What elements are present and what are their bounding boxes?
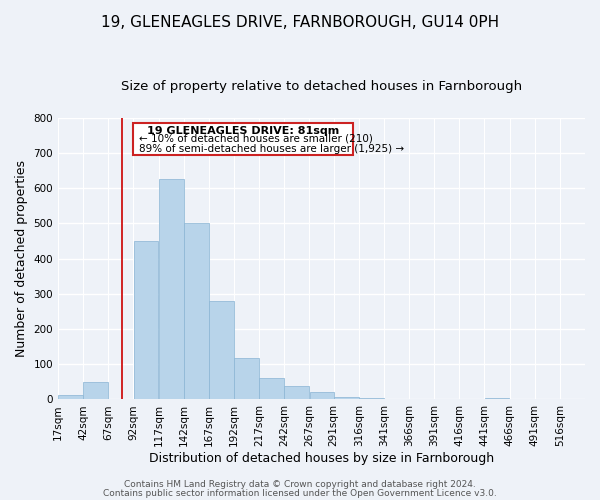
- Bar: [259, 378, 284, 400]
- Bar: [334, 396, 359, 400]
- Bar: [209, 301, 234, 400]
- Text: ← 10% of detached houses are smaller (210): ← 10% of detached houses are smaller (21…: [139, 134, 373, 143]
- Bar: [58, 395, 83, 400]
- Bar: [310, 392, 334, 400]
- Title: Size of property relative to detached houses in Farnborough: Size of property relative to detached ho…: [121, 80, 522, 93]
- Bar: [83, 382, 108, 400]
- Text: 19, GLENEAGLES DRIVE, FARNBOROUGH, GU14 0PH: 19, GLENEAGLES DRIVE, FARNBOROUGH, GU14 …: [101, 15, 499, 30]
- Bar: [284, 386, 310, 400]
- Y-axis label: Number of detached properties: Number of detached properties: [15, 160, 28, 357]
- Text: Contains HM Land Registry data © Crown copyright and database right 2024.: Contains HM Land Registry data © Crown c…: [124, 480, 476, 489]
- Bar: [234, 358, 259, 400]
- Bar: [485, 398, 509, 400]
- Bar: [159, 180, 184, 400]
- Text: 19 GLENEAGLES DRIVE: 81sqm: 19 GLENEAGLES DRIVE: 81sqm: [147, 126, 339, 136]
- X-axis label: Distribution of detached houses by size in Farnborough: Distribution of detached houses by size …: [149, 452, 494, 465]
- FancyBboxPatch shape: [133, 123, 353, 154]
- Text: 89% of semi-detached houses are larger (1,925) →: 89% of semi-detached houses are larger (…: [139, 144, 404, 154]
- Text: Contains public sector information licensed under the Open Government Licence v3: Contains public sector information licen…: [103, 488, 497, 498]
- Bar: [359, 398, 384, 400]
- Bar: [184, 224, 209, 400]
- Bar: [134, 241, 158, 400]
